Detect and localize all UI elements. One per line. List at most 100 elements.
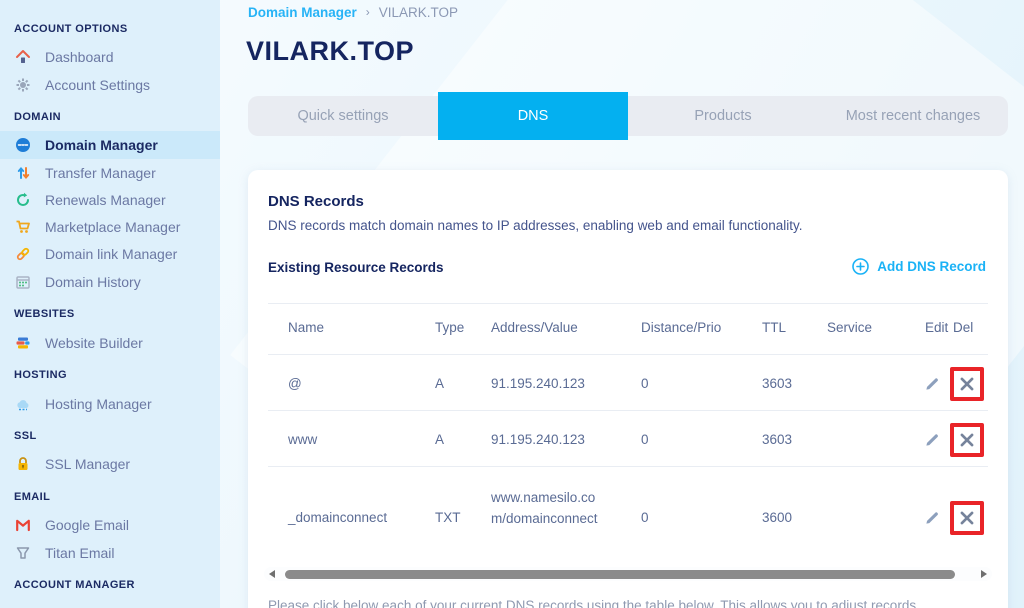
- plus-circle-icon: [852, 258, 870, 275]
- edit-record-button[interactable]: [923, 431, 941, 449]
- sidebar-item-domain-history[interactable]: Domain History: [0, 268, 220, 296]
- sidebar-item-label: Dashboard: [45, 49, 114, 65]
- section-header-domain: DOMAIN: [14, 111, 62, 123]
- cell-ttl: 3603: [762, 432, 793, 447]
- cell-address: www.namesilo.com/domainconnect: [491, 490, 598, 526]
- link-icon: [14, 245, 32, 263]
- pencil-icon: [926, 512, 938, 524]
- sidebar-item-hosting-manager[interactable]: Hosting Manager: [0, 390, 220, 418]
- sidebar-item-dashboard[interactable]: Dashboard: [0, 43, 220, 71]
- sidebar-item-label: Transfer Manager: [45, 165, 156, 181]
- delete-record-button[interactable]: [958, 375, 976, 393]
- add-dns-record-button[interactable]: Add DNS Record: [852, 258, 986, 275]
- sidebar-item-renewals-manager[interactable]: Renewals Manager: [0, 186, 220, 214]
- cell-address: 91.195.240.123: [491, 432, 585, 447]
- sidebar-item-label: Website Builder: [45, 335, 143, 351]
- section-header-websites: WEBSITES: [14, 308, 75, 320]
- edit-record-button[interactable]: [923, 509, 941, 527]
- sidebar-item-label: Hosting Manager: [45, 396, 152, 412]
- cell-distance: 0: [641, 432, 649, 447]
- card-title: DNS Records: [268, 193, 364, 210]
- cell-address: 91.195.240.123: [491, 376, 585, 391]
- footer-note: Please click below each of your current …: [268, 598, 917, 608]
- col-header-type: Type: [435, 320, 465, 335]
- col-header-address: Address/Value: [491, 320, 578, 335]
- home-icon: [14, 48, 32, 66]
- table-header-border: [268, 354, 988, 355]
- horizontal-scrollbar: [264, 567, 992, 581]
- tab-dns[interactable]: DNS: [438, 92, 628, 140]
- cell-ttl: 3603: [762, 376, 793, 391]
- tab-most-recent-changes[interactable]: Most recent changes: [845, 108, 981, 124]
- sidebar-item-account-settings[interactable]: Account Settings: [0, 71, 220, 99]
- sidebar-item-label: Account Settings: [45, 77, 151, 93]
- cell-distance: 0: [641, 510, 649, 525]
- sidebar-item-label: Domain Manager: [45, 137, 158, 153]
- close-icon: [960, 511, 974, 525]
- add-dns-record-label: Add DNS Record: [877, 259, 986, 274]
- section-header-ssl: SSL: [14, 430, 37, 442]
- cloud-icon: [14, 395, 32, 413]
- tab-bar: Quick settings DNS Products Most recent …: [248, 92, 1008, 140]
- delete-record-button[interactable]: [958, 431, 976, 449]
- sidebar-item-label: Marketplace Manager: [45, 219, 181, 235]
- sidebar-item-label: Titan Email: [45, 545, 115, 561]
- scrollbar-thumb[interactable]: [285, 569, 955, 579]
- section-header-hosting: HOSTING: [14, 369, 67, 381]
- sidebar-item-ssl-manager[interactable]: SSL Manager: [0, 450, 220, 478]
- cell-type: A: [435, 432, 445, 447]
- cell-name: @: [288, 376, 302, 391]
- tab-quick-settings[interactable]: Quick settings: [297, 108, 389, 124]
- pencil-icon: [926, 378, 938, 390]
- table-top-border: [268, 303, 988, 304]
- section-header-account-options: ACCOUNT OPTIONS: [14, 23, 128, 35]
- sidebar-item-google-email[interactable]: Google Email: [0, 511, 220, 539]
- lock-icon: [14, 455, 32, 473]
- cell-ttl: 3600: [762, 510, 793, 525]
- scroll-right-arrow-icon[interactable]: [981, 570, 987, 578]
- section-header-account-manager: ACCOUNT MANAGER: [14, 579, 135, 591]
- sidebar-item-label: SSL Manager: [45, 456, 131, 472]
- existing-records-label: Existing Resource Records: [268, 260, 444, 275]
- sidebar-item-label: Domain link Manager: [45, 246, 178, 262]
- cart-icon: [14, 218, 32, 236]
- breadcrumb-link-domain-manager[interactable]: Domain Manager: [248, 4, 357, 20]
- col-header-name: Name: [288, 320, 325, 335]
- col-header-del: Del: [953, 320, 974, 335]
- gear-icon: [14, 76, 32, 94]
- delete-record-button[interactable]: [958, 509, 976, 527]
- cell-name: _domainconnect: [288, 510, 388, 525]
- col-header-distance: Distance/Prio: [641, 320, 722, 335]
- col-header-edit: Edit: [925, 320, 949, 335]
- sidebar-item-titan-email[interactable]: Titan Email: [0, 539, 220, 567]
- col-header-service: Service: [827, 320, 873, 335]
- sidebar: ACCOUNT OPTIONS Dashboard Account Settin…: [0, 0, 220, 608]
- calendar-icon: [14, 273, 32, 291]
- close-icon: [960, 433, 974, 447]
- cell-type: TXT: [435, 510, 461, 525]
- titan-icon: [14, 544, 32, 562]
- col-header-ttl: TTL: [762, 320, 787, 335]
- sidebar-item-transfer-manager[interactable]: Transfer Manager: [0, 159, 220, 187]
- transfer-arrows-icon: [14, 164, 32, 182]
- page-title: VILARK.TOP: [246, 36, 415, 66]
- breadcrumb: Domain Manager › VILARK.TOP: [248, 3, 458, 21]
- sidebar-item-domain-link-manager[interactable]: Domain link Manager: [0, 240, 220, 268]
- cell-name: www: [288, 432, 318, 447]
- scroll-left-arrow-icon[interactable]: [269, 570, 275, 578]
- sidebar-item-domain-manager[interactable]: Domain Manager: [0, 131, 220, 159]
- edit-record-button[interactable]: [923, 375, 941, 393]
- tab-products[interactable]: Products: [694, 108, 752, 124]
- sidebar-item-label: Domain History: [45, 274, 141, 290]
- renew-icon: [14, 191, 32, 209]
- breadcrumb-current: VILARK.TOP: [378, 4, 459, 20]
- row-divider: [268, 466, 988, 467]
- chevron-right-icon: ›: [365, 5, 370, 19]
- dns-records-card: DNS Records DNS records match domain nam…: [248, 170, 1008, 608]
- row-divider: [268, 410, 988, 411]
- sidebar-item-website-builder[interactable]: Website Builder: [0, 329, 220, 357]
- layers-icon: [14, 334, 32, 352]
- card-description: DNS records match domain names to IP add…: [268, 218, 803, 233]
- sidebar-item-marketplace-manager[interactable]: Marketplace Manager: [0, 213, 220, 241]
